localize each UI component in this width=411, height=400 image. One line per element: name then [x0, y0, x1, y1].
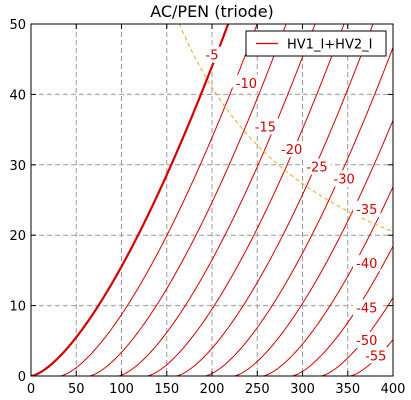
legend-label: HV1_I+HV2_I [287, 38, 372, 53]
x-tick-label: 0 [27, 382, 35, 397]
curve-label: -50 [356, 334, 377, 349]
curve-label: -35 [356, 203, 377, 218]
plate-curve [31, 24, 258, 376]
plate-curve [31, 24, 230, 376]
y-tick-label: 10 [9, 300, 26, 315]
x-tick-label: 200 [200, 382, 225, 397]
curve-label: -20 [281, 143, 302, 158]
curve-label-bg [352, 299, 381, 316]
curve-label: -25 [306, 161, 327, 176]
x-tick-label: 300 [290, 382, 315, 397]
curve-label-bg [303, 158, 331, 175]
x-tick-label: 100 [109, 382, 134, 397]
y-tick-label: 20 [9, 229, 26, 244]
curve-labels: -5 -10 -15 -20 -25 -30-35 -40 -45 -50-55 [201, 46, 390, 364]
axes: 0 50 100 150 200 250 300 350 400 0 10 20 30 40 50 [9, 18, 405, 397]
x-tick-label: 150 [154, 382, 179, 397]
y-tick-label: 50 [9, 18, 26, 33]
legend: HV1_I+HV2_I [245, 30, 387, 57]
curve-label: -10 [236, 77, 257, 92]
curve-label-bg [330, 170, 358, 187]
plate-curve [31, 24, 374, 376]
power-limit-curve [178, 24, 393, 233]
x-tick-label: 400 [381, 382, 406, 397]
curve-label-bg [352, 255, 381, 272]
plate-curve [31, 24, 316, 376]
plate-curve [31, 246, 393, 376]
curve-label-bg [352, 200, 381, 217]
x-tick-label: 250 [245, 382, 270, 397]
x-tick-label: 350 [335, 382, 360, 397]
y-tick-label: 0 [18, 370, 26, 385]
curve-label: -55 [365, 349, 386, 364]
plate-curve [31, 120, 393, 376]
curve-label: -5 [206, 49, 219, 64]
curve-label: -40 [356, 257, 377, 272]
curve-label: -15 [255, 120, 276, 135]
curve-label-bg [277, 141, 306, 158]
y-tick-label: 40 [9, 88, 26, 103]
chart-title: AC/PEN (triode) [150, 2, 274, 21]
plate-curve [31, 186, 393, 376]
curve-label-bg [232, 74, 261, 91]
y-tick-label: 30 [9, 159, 26, 174]
curve-label-bg [201, 46, 223, 63]
curve-label-bg [352, 331, 381, 348]
grid-lines [31, 24, 393, 376]
curve-label-bg [362, 347, 390, 364]
x-tick-label: 50 [68, 382, 85, 397]
curve-label-bg [251, 118, 280, 135]
curve-label: -45 [356, 301, 377, 316]
plate-curve [31, 297, 393, 376]
curve-label: -30 [334, 173, 355, 188]
